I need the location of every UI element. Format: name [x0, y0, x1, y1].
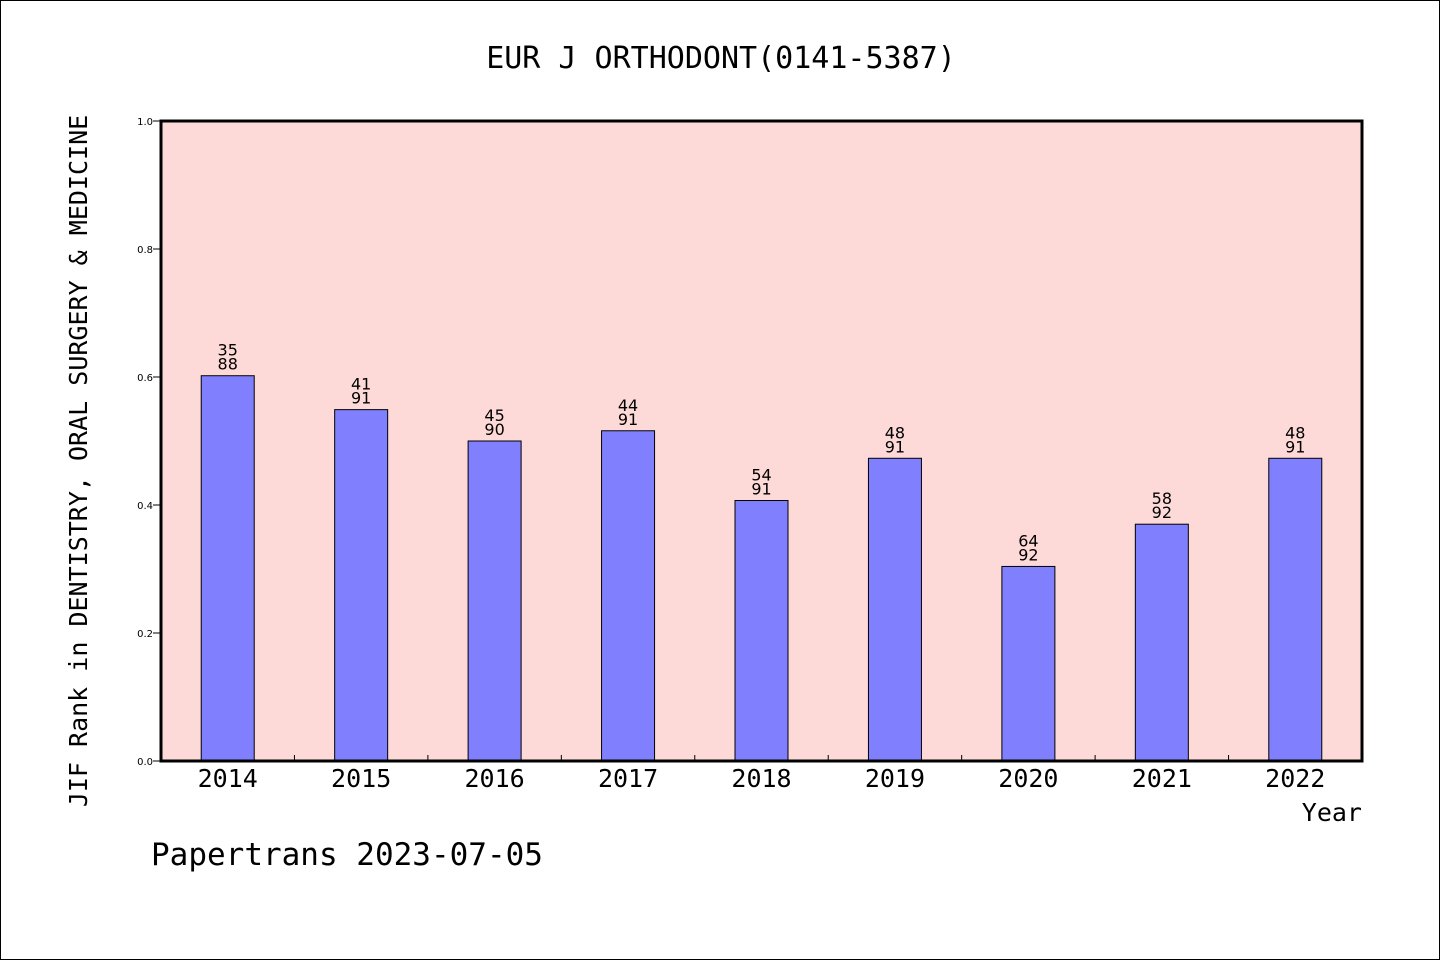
bar-2017 — [601, 430, 656, 762]
bar-total-label: 88 — [218, 355, 238, 374]
x-tick-label: 2022 — [1265, 764, 1325, 793]
bar-total-label: 91 — [1285, 437, 1305, 456]
x-tick-label: 2018 — [731, 764, 791, 793]
bar-2019 — [867, 457, 922, 762]
bar-rank-label: 35 — [218, 341, 238, 360]
bars — [200, 375, 1323, 762]
bar-rank-label: 41 — [351, 375, 371, 394]
bar-rank-label: 48 — [1285, 423, 1305, 442]
footer-source-date: Papertrans 2023-07-05 — [151, 837, 543, 873]
bar-total-label: 91 — [885, 437, 905, 456]
x-tick-label: 2020 — [998, 764, 1058, 793]
bar-2021 — [1134, 523, 1189, 762]
bar-total-label: 90 — [484, 420, 504, 439]
y-tick-label: 0.0 — [137, 757, 153, 768]
x-tick-label: 2017 — [598, 764, 658, 793]
bar-rank-label: 64 — [1018, 531, 1038, 550]
bar-total-label: 91 — [351, 389, 371, 408]
y-tick-label: 0.2 — [137, 629, 153, 640]
bar-2018 — [734, 500, 789, 762]
bar-total-label: 92 — [1018, 545, 1038, 564]
bar-2015 — [334, 409, 389, 762]
x-tick-label: 2014 — [198, 764, 258, 793]
x-tick-label: 2021 — [1132, 764, 1192, 793]
bar-rank-label: 48 — [885, 423, 905, 442]
bar-2014 — [200, 375, 255, 762]
bar-rank-label: 54 — [751, 466, 771, 485]
x-axis-label: Year — [1302, 798, 1362, 827]
bar-rank-label: 44 — [618, 396, 638, 415]
bar-rank-label: 45 — [484, 406, 504, 425]
chart-title: EUR J ORTHODONT(0141-5387) — [486, 41, 956, 76]
y-tick-label: 0.4 — [137, 501, 153, 512]
bar-2020 — [1001, 565, 1056, 762]
bar-total-label: 91 — [618, 410, 638, 429]
x-tick-label: 2019 — [865, 764, 925, 793]
bar-total-label: 91 — [751, 480, 771, 499]
bar-total-label: 92 — [1152, 503, 1172, 522]
x-axis-ticks: 2014 2015 2016 2017 2018 2019 2020 2021 2022 — [198, 755, 1325, 793]
bar-rank-label: 58 — [1152, 489, 1172, 508]
bar-2022 — [1268, 457, 1323, 762]
bar-2016 — [467, 440, 522, 762]
x-tick-label: 2016 — [465, 764, 525, 793]
plot-border — [159, 119, 1364, 763]
y-axis-ticks: 0.0 0.2 0.4 0.6 0.8 1.0 — [137, 117, 161, 768]
y-axis-label: JIF Rank in DENTISTRY, ORAL SURGERY & ME… — [64, 115, 93, 807]
y-tick-label: 0.8 — [137, 245, 153, 256]
x-tick-label: 2015 — [331, 764, 391, 793]
y-tick-label: 1.0 — [137, 117, 153, 128]
y-tick-label: 0.6 — [137, 373, 153, 384]
